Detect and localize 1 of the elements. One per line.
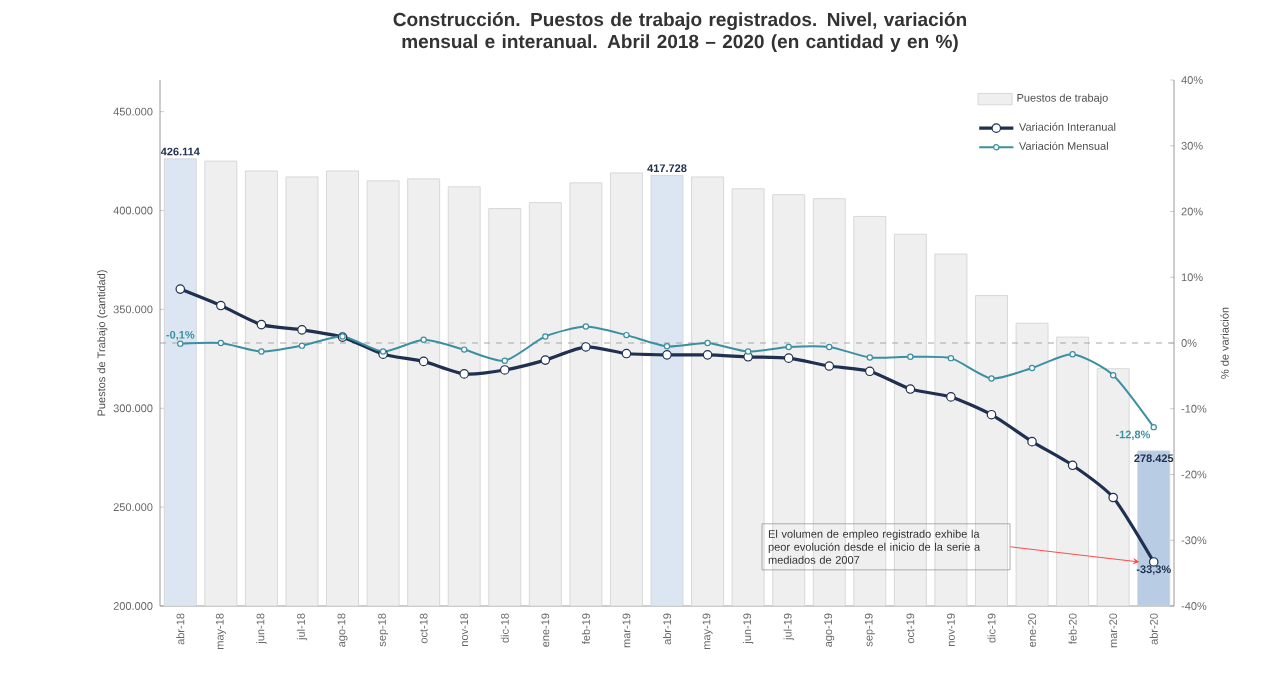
chart-title: Construcción. Puestos de trabajo registrados. Nivel, variación mensual e interanual. Abril 2018 – 2020 (en cantidad y en %) (393, 12, 967, 52)
